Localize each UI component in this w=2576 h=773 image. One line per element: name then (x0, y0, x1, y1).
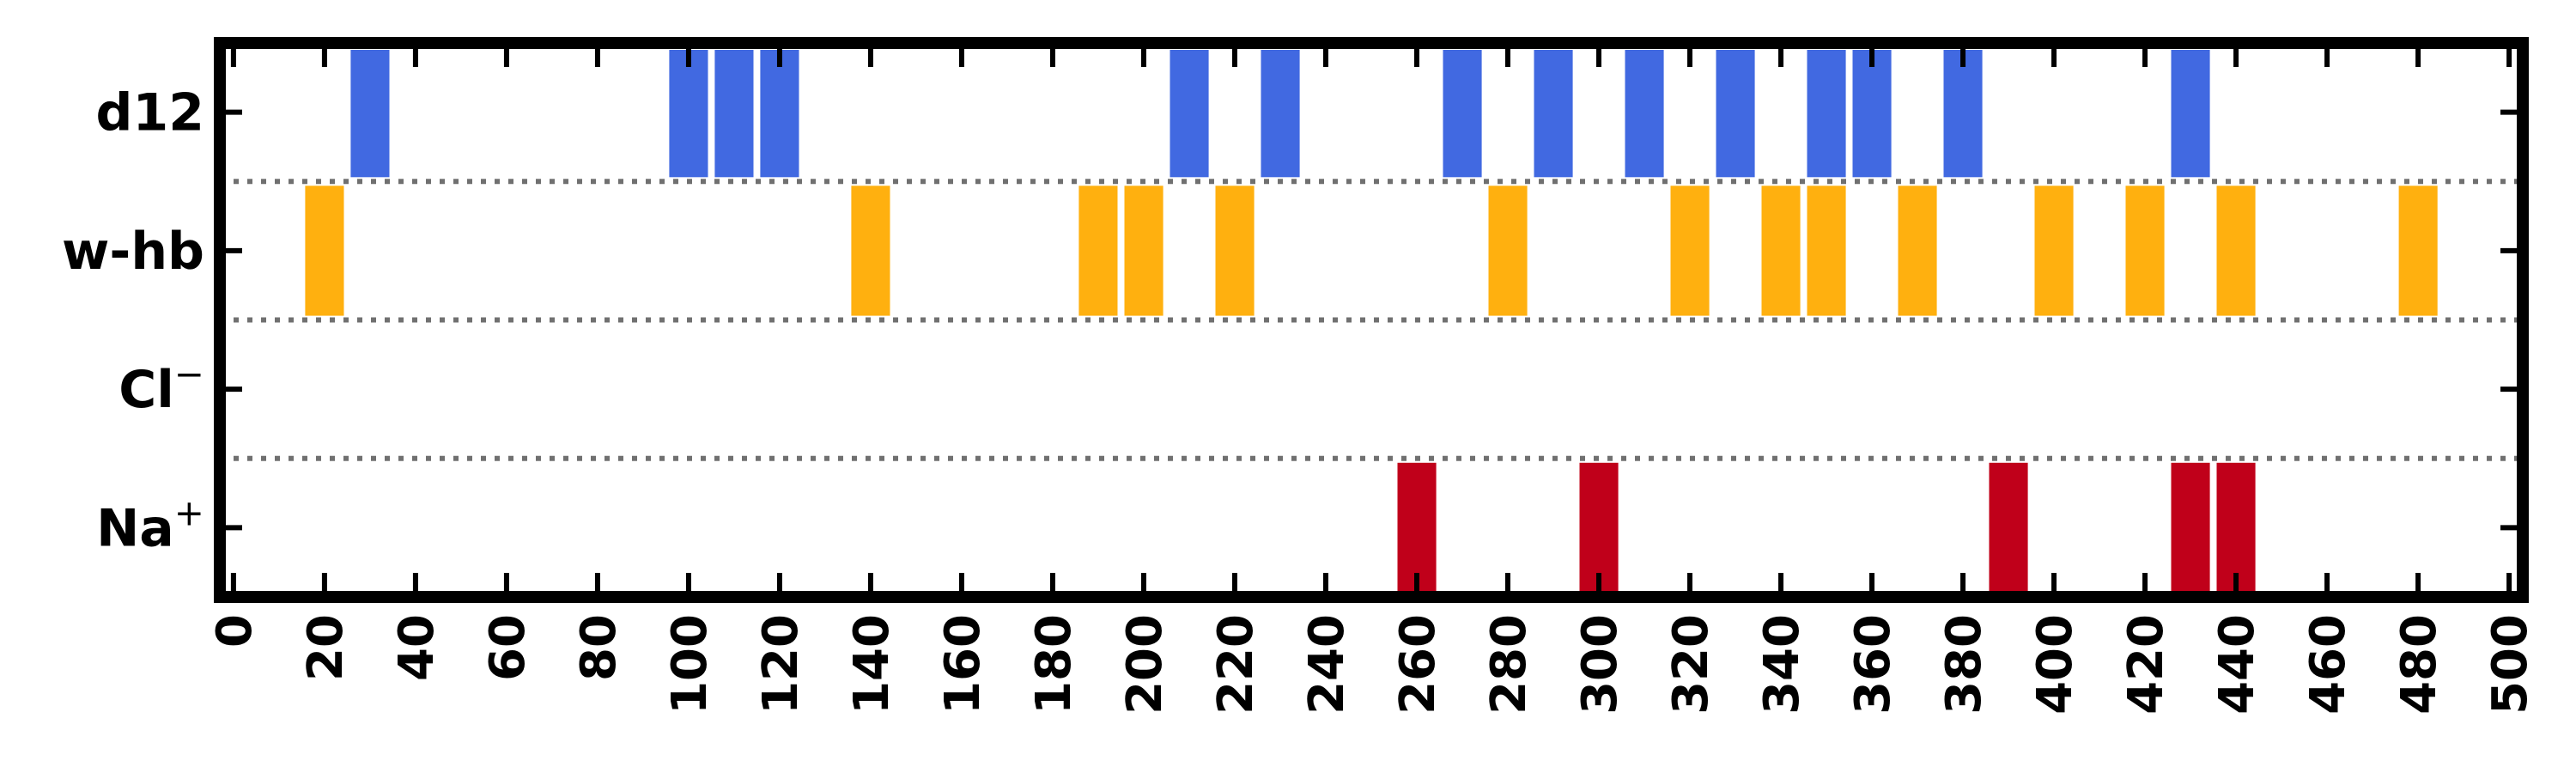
x-tick-label: 380 (1936, 614, 1992, 715)
x-tick-label: 0 (207, 614, 263, 648)
row-separators (220, 179, 2523, 461)
x-tick-label: 60 (480, 614, 536, 681)
x-tick-label: 340 (1754, 614, 1810, 715)
bar-whb-350 (1807, 186, 1846, 316)
y-axis-labels: d12 w-hb Cl− Na+ (62, 83, 204, 559)
x-tick-label: 280 (1481, 614, 1537, 715)
bar-whb-480 (2398, 186, 2438, 316)
bar-na-390 (1989, 462, 2028, 593)
bar-d12-360 (1852, 50, 1892, 178)
bar-whb-280 (1488, 186, 1528, 316)
y-tick-label-d12: d12 (96, 83, 204, 143)
bar-whb-320 (1670, 186, 1710, 316)
y-tick-label-na: Na+ (96, 491, 204, 559)
bar-whb-200 (1124, 186, 1163, 316)
bars-layer (305, 50, 2438, 593)
bar-whb-440 (2216, 186, 2256, 316)
x-tick-label: 20 (298, 614, 354, 681)
bar-d12-270 (1443, 50, 1482, 178)
bar-d12-290 (1534, 50, 1573, 178)
x-tick-label: 300 (1572, 614, 1628, 715)
bar-whb-340 (1761, 186, 1801, 316)
bar-d12-30 (350, 50, 390, 178)
bar-d12-100 (669, 50, 708, 178)
x-tick-label: 420 (2118, 614, 2174, 715)
x-tick-label: 120 (753, 614, 809, 715)
x-tick-label: 320 (1663, 614, 1719, 715)
bar-d12-210 (1170, 50, 1209, 178)
x-tick-label: 100 (662, 614, 718, 715)
x-tick-label: 180 (1026, 614, 1082, 715)
bar-whb-140 (851, 186, 890, 316)
x-tick-label: 480 (2391, 614, 2447, 715)
x-tick-label: 160 (935, 614, 991, 715)
x-tick-label: 240 (1299, 614, 1355, 715)
x-tick-label: 220 (1208, 614, 1264, 715)
bar-d12-350 (1807, 50, 1846, 178)
bar-d12-330 (1716, 50, 1755, 178)
x-tick-label: 200 (1117, 614, 1173, 715)
x-tick-label: 140 (844, 614, 900, 715)
x-tick-label: 40 (389, 614, 445, 681)
bar-d12-120 (760, 50, 799, 178)
bar-whb-370 (1898, 186, 1937, 316)
x-tick-label: 260 (1390, 614, 1446, 715)
y-tick-label-cl: Cl− (118, 353, 204, 421)
bar-na-260 (1397, 462, 1437, 593)
bar-whb-20 (305, 186, 344, 316)
y-tick-label-whb: w-hb (62, 222, 204, 282)
x-tick-label: 500 (2482, 614, 2538, 715)
bar-whb-400 (2034, 186, 2074, 316)
x-tick-label: 460 (2300, 614, 2356, 715)
bar-na-440 (2216, 462, 2256, 593)
bar-d12-310 (1625, 50, 1664, 178)
x-tick-label: 80 (571, 614, 627, 681)
bar-d12-430 (2171, 50, 2210, 178)
bar-whb-220 (1215, 186, 1255, 316)
x-tick-label: 400 (2027, 614, 2083, 715)
plot-frame (214, 37, 2529, 603)
bar-d12-110 (714, 50, 754, 178)
bar-d12-380 (1943, 50, 1983, 178)
x-tick-label: 440 (2209, 614, 2265, 715)
x-tick-label: 360 (1845, 614, 1901, 715)
x-axis-labels: 0 20 40 60 80 100 120 140 160 180 200 220 240 260 280 3… (207, 614, 2538, 715)
bar-na-300 (1579, 462, 1619, 593)
bar-whb-420 (2125, 186, 2165, 316)
bar-whb-190 (1078, 186, 1118, 316)
bar-na-430 (2171, 462, 2210, 593)
bar-d12-230 (1261, 50, 1300, 178)
